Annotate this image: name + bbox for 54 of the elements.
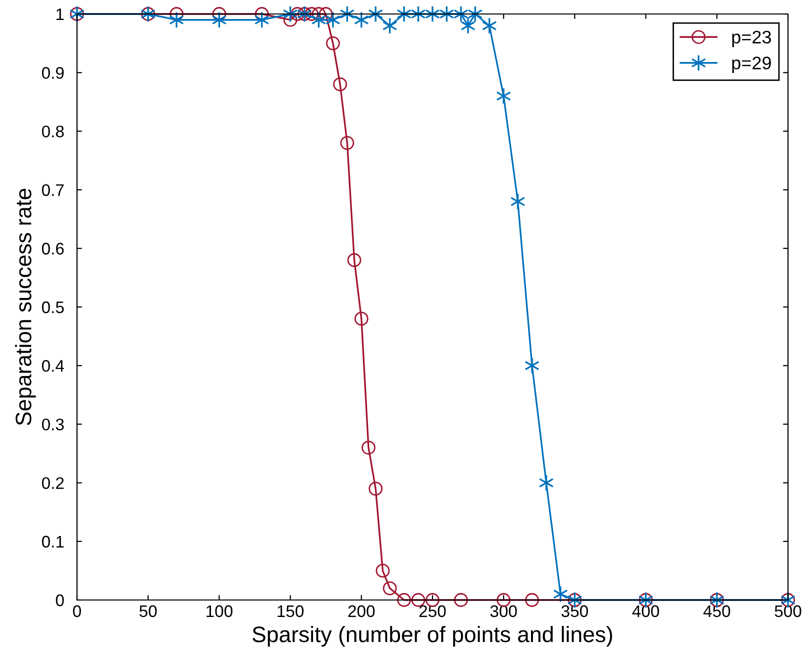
point (382, 581, 397, 596)
legend-label: p=23 (732, 30, 771, 48)
x-tick-label: 300 (490, 605, 517, 618)
point (396, 6, 412, 22)
point (290, 7, 304, 21)
point (354, 11, 369, 28)
point (553, 586, 568, 603)
point (212, 7, 226, 21)
point (318, 7, 333, 21)
point (170, 7, 184, 21)
point (312, 7, 326, 21)
x-tick-label: 500 (774, 605, 802, 618)
point (304, 7, 319, 21)
y-tick-label: 0.3 (42, 418, 64, 430)
point (411, 593, 426, 607)
y-tick-label: 0.8 (42, 126, 64, 138)
x-tick-label: 200 (348, 605, 375, 618)
point (283, 12, 298, 27)
point (347, 253, 362, 268)
point (524, 357, 540, 374)
legend-label: p=29 (732, 56, 771, 73)
y-axis-title: Separation success rate (15, 188, 36, 426)
point (454, 593, 468, 607)
y-tick-label: 0.2 (42, 477, 64, 490)
point (362, 440, 376, 455)
point (326, 36, 340, 50)
point (333, 77, 348, 92)
point (368, 482, 383, 496)
point (425, 6, 440, 22)
point (354, 312, 368, 326)
point (169, 11, 184, 28)
x-tick-label: 250 (419, 605, 446, 618)
point (525, 593, 539, 607)
y-tick-label: 0 (56, 594, 64, 606)
y-tick-label: 0.7 (42, 184, 64, 196)
point (254, 7, 269, 21)
y-tick-label: 0.9 (42, 67, 64, 79)
x-tick-label: 400 (632, 605, 660, 618)
x-tick-label: 50 (140, 605, 157, 618)
y-tick-label: 0.4 (42, 360, 64, 372)
y-tick-label: 1 (56, 8, 64, 20)
x-tick-label: 100 (206, 605, 232, 618)
point (212, 11, 227, 28)
y-tick-label: 0.1 (42, 536, 64, 548)
y-tick-label: 0.5 (42, 301, 64, 314)
x-tick-label: 150 (278, 605, 304, 618)
point (340, 136, 354, 150)
y-tick-label: 0.6 (42, 242, 64, 255)
point (326, 11, 340, 28)
x-axis-title: Sparsity (number of points and lines) (252, 626, 612, 647)
point (460, 17, 476, 34)
point (376, 564, 390, 578)
point (397, 593, 412, 607)
x-tick-label: 0 (73, 605, 81, 618)
